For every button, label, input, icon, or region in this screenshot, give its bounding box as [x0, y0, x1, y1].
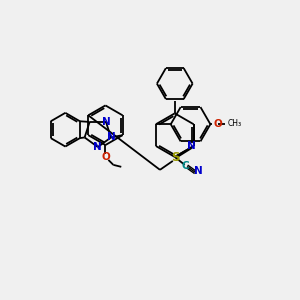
- Text: O: O: [213, 119, 222, 129]
- Text: C: C: [182, 161, 190, 171]
- Text: N: N: [102, 117, 110, 127]
- Text: S: S: [172, 152, 180, 164]
- Text: O: O: [101, 152, 110, 162]
- Text: N: N: [187, 141, 196, 151]
- Text: N: N: [194, 166, 203, 176]
- Text: N: N: [106, 132, 116, 142]
- Text: CH₃: CH₃: [227, 119, 242, 128]
- Text: N: N: [93, 142, 102, 152]
